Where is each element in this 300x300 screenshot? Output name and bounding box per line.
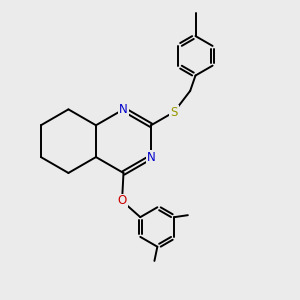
Text: N: N [119, 103, 128, 116]
Text: S: S [170, 106, 178, 118]
Text: N: N [147, 151, 155, 164]
Text: O: O [117, 194, 127, 208]
